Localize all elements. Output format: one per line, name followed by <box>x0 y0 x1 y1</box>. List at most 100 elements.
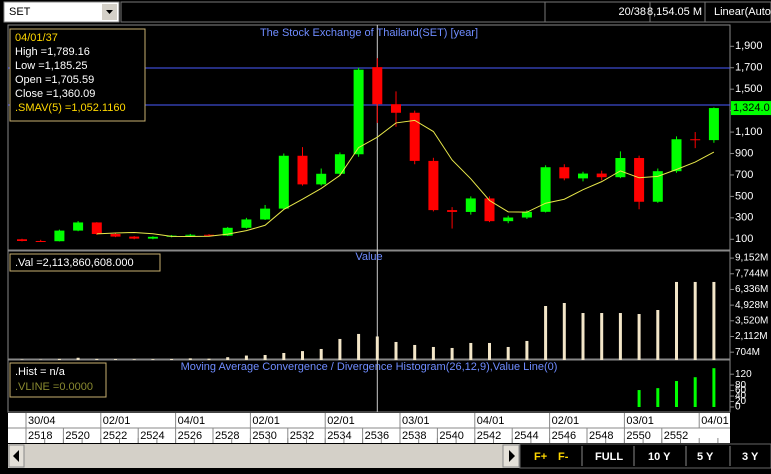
candle-body <box>690 139 701 141</box>
candle-body <box>596 173 607 178</box>
symbol[interactable]: SET <box>9 6 31 18</box>
candle-body <box>260 208 271 220</box>
candle-body <box>671 139 682 172</box>
bar <box>600 313 604 360</box>
last-price-box <box>731 101 771 116</box>
x-tick-label: 2544 <box>514 430 538 442</box>
date-label: 03/01 <box>626 415 654 427</box>
three-year-button[interactable]: 3 Y <box>742 451 759 463</box>
date-label: 04/01 <box>178 415 206 427</box>
bar <box>151 359 155 360</box>
candle-body <box>35 240 46 242</box>
info-line: Low =1,185.25 <box>15 60 87 72</box>
bar <box>469 342 473 360</box>
full-button[interactable]: FULL <box>595 451 623 463</box>
candle-body <box>578 173 588 179</box>
bar <box>188 358 192 360</box>
ten-year-button[interactable]: 10 Y <box>648 451 671 463</box>
y-tick-label: 1,100 <box>735 126 763 138</box>
candle-body <box>129 236 140 239</box>
x-tick-label: 2520 <box>65 430 89 442</box>
candle-body <box>185 234 196 236</box>
zoom-in[interactable]: F+ <box>534 451 547 463</box>
candle-body <box>559 167 570 179</box>
bar <box>637 390 641 407</box>
bar <box>244 355 248 360</box>
bar <box>132 359 136 360</box>
bar <box>675 281 678 360</box>
info-date: 04/01/37 <box>15 32 58 44</box>
bar <box>506 346 510 360</box>
five-year-button[interactable]: 5 Y <box>697 451 714 463</box>
chart-title: Value <box>355 251 382 263</box>
info-box <box>9 28 146 122</box>
top-box <box>704 1 771 23</box>
candle-body <box>297 155 308 185</box>
x-tick-label: 2548 <box>589 430 613 442</box>
x-tick-label: 2518 <box>28 430 52 442</box>
bar <box>319 348 323 360</box>
candle-body <box>652 171 663 202</box>
symbol-box[interactable] <box>3 1 120 23</box>
candle-body <box>73 222 84 231</box>
x-tick-label: 2530 <box>252 430 276 442</box>
candle-body <box>465 198 476 212</box>
bar <box>375 336 379 360</box>
y-tick-label: 7,744M <box>735 268 768 279</box>
y-tick-label: 40 <box>735 391 747 402</box>
candle-body <box>17 239 27 241</box>
bar <box>413 344 417 360</box>
bar <box>263 354 267 360</box>
bar <box>693 377 697 407</box>
bar <box>618 313 622 360</box>
x-tick-label: 2538 <box>402 430 426 442</box>
bar <box>207 358 211 360</box>
bar <box>114 359 117 360</box>
candle-body <box>634 158 645 202</box>
y-tick-label: 80 <box>735 380 747 391</box>
y-tick-label: 1,900 <box>735 40 763 52</box>
y-tick-label: 2,112M <box>735 331 768 342</box>
y-tick-label: 1,500 <box>735 83 763 95</box>
y-tick-label: 6,336M <box>735 284 768 295</box>
x-tick-label: 2552 <box>664 430 688 442</box>
y-tick-label: 3,520M <box>735 315 768 326</box>
scale-mode[interactable]: Linear(Auto <box>714 6 771 18</box>
bar <box>675 381 678 407</box>
bar <box>394 341 398 360</box>
info-sma: .SMAV(5) =1,052.1160 <box>15 102 126 114</box>
candle-body <box>54 230 65 242</box>
bar <box>562 302 566 360</box>
candle-body <box>391 104 401 113</box>
y-tick-label: 4,928M <box>735 300 768 311</box>
bar <box>170 358 174 360</box>
info-line: .VLINE =0.0000 <box>15 381 93 393</box>
bar <box>357 333 361 360</box>
candle-body <box>278 155 289 209</box>
y-tick-label: 704M <box>735 347 760 358</box>
candle-body <box>521 211 532 218</box>
info-box <box>9 362 107 398</box>
date-label: 03/01 <box>402 415 430 427</box>
date-label: 02/01 <box>327 415 355 427</box>
bar <box>656 388 660 407</box>
y-tick-label: 900 <box>735 147 753 159</box>
zoom-out[interactable]: F- <box>558 451 569 463</box>
scrollbar[interactable] <box>8 444 520 468</box>
x-tick-label: 2528 <box>215 430 239 442</box>
bar <box>712 281 716 360</box>
x-tick-label: 2532 <box>290 430 314 442</box>
x-tick-label: 2536 <box>365 430 389 442</box>
date-label: 04/01 <box>477 415 505 427</box>
bar <box>338 338 342 360</box>
bar <box>301 351 304 360</box>
x-tick-label: 2550 <box>626 430 650 442</box>
bar <box>693 281 697 360</box>
candle-body <box>147 236 158 239</box>
arrow <box>509 450 515 462</box>
last-price: 1,324.0 <box>733 102 770 114</box>
x-tick-label: 2534 <box>327 430 351 442</box>
date-label: 02/01 <box>252 415 280 427</box>
candle-body <box>204 234 214 236</box>
